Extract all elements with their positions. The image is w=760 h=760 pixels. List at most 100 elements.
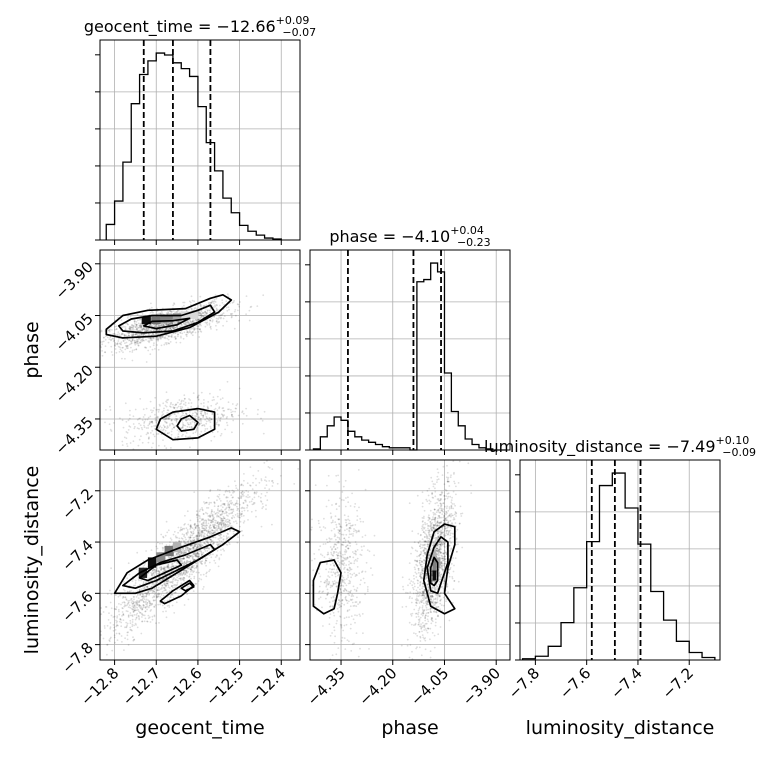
sample-point [150,409,152,411]
sample-point [142,604,145,606]
sample-point [210,521,213,524]
sample-point [110,636,112,639]
sample-point [183,304,185,307]
sample-point [217,525,220,528]
sample-point [129,414,131,416]
sample-point [162,409,165,412]
sample-point [203,535,206,538]
sample-point [131,621,134,623]
sample-point [197,525,200,527]
sample-point [141,441,144,444]
sample-point [140,579,143,582]
sample-point [219,514,222,517]
sample-point [148,340,151,342]
sample-point [199,544,202,546]
sample-point [216,529,219,532]
sample-point [113,339,116,342]
sample-point [144,326,146,329]
sample-point [185,542,188,544]
sample-point [157,348,160,351]
sample-point [186,330,189,333]
sample-point [165,591,168,594]
sample-point [232,410,234,413]
sample-point [215,304,218,306]
sample-point [145,338,147,341]
sample-point [188,573,191,576]
sample-point [180,402,183,405]
sample-point [241,512,243,515]
sample-point [141,419,144,421]
sample-point [458,460,461,463]
sample-point [249,466,252,468]
sample-point [260,479,263,482]
sample-point [138,334,141,336]
sample-point [408,656,411,659]
sample-point [214,407,217,410]
sample-point [179,332,182,334]
sample-point [131,618,134,621]
sample-point [160,324,163,327]
sample-point [169,310,171,312]
sample-point [183,414,186,417]
sample-point [187,322,190,325]
sample-point [180,582,183,585]
sample-point [181,406,184,409]
sample-point [236,505,238,508]
sample-point [176,406,179,409]
sample-point [220,316,222,319]
sample-point [167,322,169,325]
sample-point [180,526,182,529]
sample-point [185,419,188,422]
sample-point [181,533,184,535]
sample-point [139,319,141,321]
sample-point [176,536,179,539]
sample-point [182,301,185,304]
sample-point [421,634,424,636]
sample-point [133,598,135,601]
sample-point [140,588,143,590]
sample-point [217,538,220,540]
sample-point [221,503,224,506]
sample-point [209,524,212,526]
sample-point [173,419,176,421]
sample-point [212,523,214,526]
sample-point [150,325,153,327]
sample-point [177,575,180,578]
sample-point [140,339,142,342]
sample-point [148,324,151,327]
sample-point [205,420,208,423]
sample-point [167,342,170,345]
sample-point [134,333,137,336]
sample-point [266,491,268,494]
sample-point [133,329,135,331]
sample-point [240,483,243,486]
sample-point [155,324,158,326]
sample-point [147,327,149,330]
sample-point [118,633,121,635]
sample-point [131,334,134,337]
sample-point [114,594,117,596]
sample-point [196,555,198,558]
sample-point [125,626,128,629]
sample-point [199,433,201,436]
sample-point [139,334,142,337]
sample-point [148,337,151,340]
sample-point [151,348,154,351]
sample-point [169,322,171,325]
sample-point [183,541,185,543]
sample-point [116,624,118,626]
sample-point [136,604,139,607]
y-tick-label-luminosity-distance: −7.6 [58,587,96,625]
sample-point [126,323,129,325]
sample-point [138,417,140,420]
sample-point [155,336,157,339]
sample-point [165,580,168,583]
sample-point [226,424,229,427]
sample-point [235,484,237,487]
sample-point [189,560,192,562]
sample-point [170,539,173,541]
sample-point [202,315,205,318]
sample-point [149,415,152,418]
sample-point [191,556,194,559]
sample-point [125,341,128,344]
